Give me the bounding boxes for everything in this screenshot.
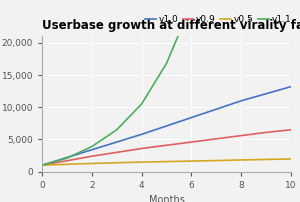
v0.9	[165, 144, 168, 146]
v1.0	[90, 149, 94, 151]
v0.9	[40, 164, 44, 166]
v0.9	[239, 134, 243, 137]
v1.0	[190, 116, 193, 119]
v1.0	[264, 93, 268, 95]
v0.9	[289, 129, 293, 131]
v1.1	[40, 164, 44, 166]
v1.1	[165, 62, 168, 65]
v1.1	[90, 145, 94, 148]
v1.0	[140, 133, 143, 136]
Line: v1.1: v1.1	[42, 0, 291, 165]
v1.0	[214, 108, 218, 110]
v0.5	[289, 158, 293, 160]
v0.9	[264, 131, 268, 134]
v0.5	[90, 162, 94, 165]
v1.1	[140, 103, 143, 105]
v0.9	[140, 147, 143, 150]
v0.9	[115, 151, 119, 154]
v0.5	[264, 158, 268, 161]
v0.5	[165, 160, 168, 163]
Line: v0.5: v0.5	[42, 159, 291, 165]
v1.0	[40, 164, 44, 166]
v1.1	[115, 129, 119, 131]
Line: v0.9: v0.9	[42, 130, 291, 165]
v1.0	[115, 141, 119, 143]
v0.5	[65, 163, 69, 165]
v0.5	[115, 162, 119, 164]
Text: Userbase growth at different virality factors: Userbase growth at different virality fa…	[42, 19, 300, 32]
v0.9	[65, 160, 69, 162]
v1.1	[190, 3, 193, 5]
v1.1	[65, 157, 69, 159]
Line: v1.0: v1.0	[42, 87, 291, 165]
v0.5	[214, 159, 218, 162]
v0.5	[190, 160, 193, 162]
v1.0	[289, 85, 293, 88]
v0.5	[40, 164, 44, 166]
X-axis label: Months: Months	[148, 195, 184, 202]
Legend: v1.0, v0.9, v0.5, v1.1: v1.0, v0.9, v0.5, v1.1	[141, 11, 295, 27]
v0.9	[190, 141, 193, 143]
v1.0	[239, 100, 243, 102]
v0.9	[214, 138, 218, 140]
v0.5	[239, 159, 243, 161]
v1.0	[65, 156, 69, 159]
v0.9	[90, 155, 94, 157]
v1.0	[165, 125, 168, 127]
v0.5	[140, 161, 143, 163]
